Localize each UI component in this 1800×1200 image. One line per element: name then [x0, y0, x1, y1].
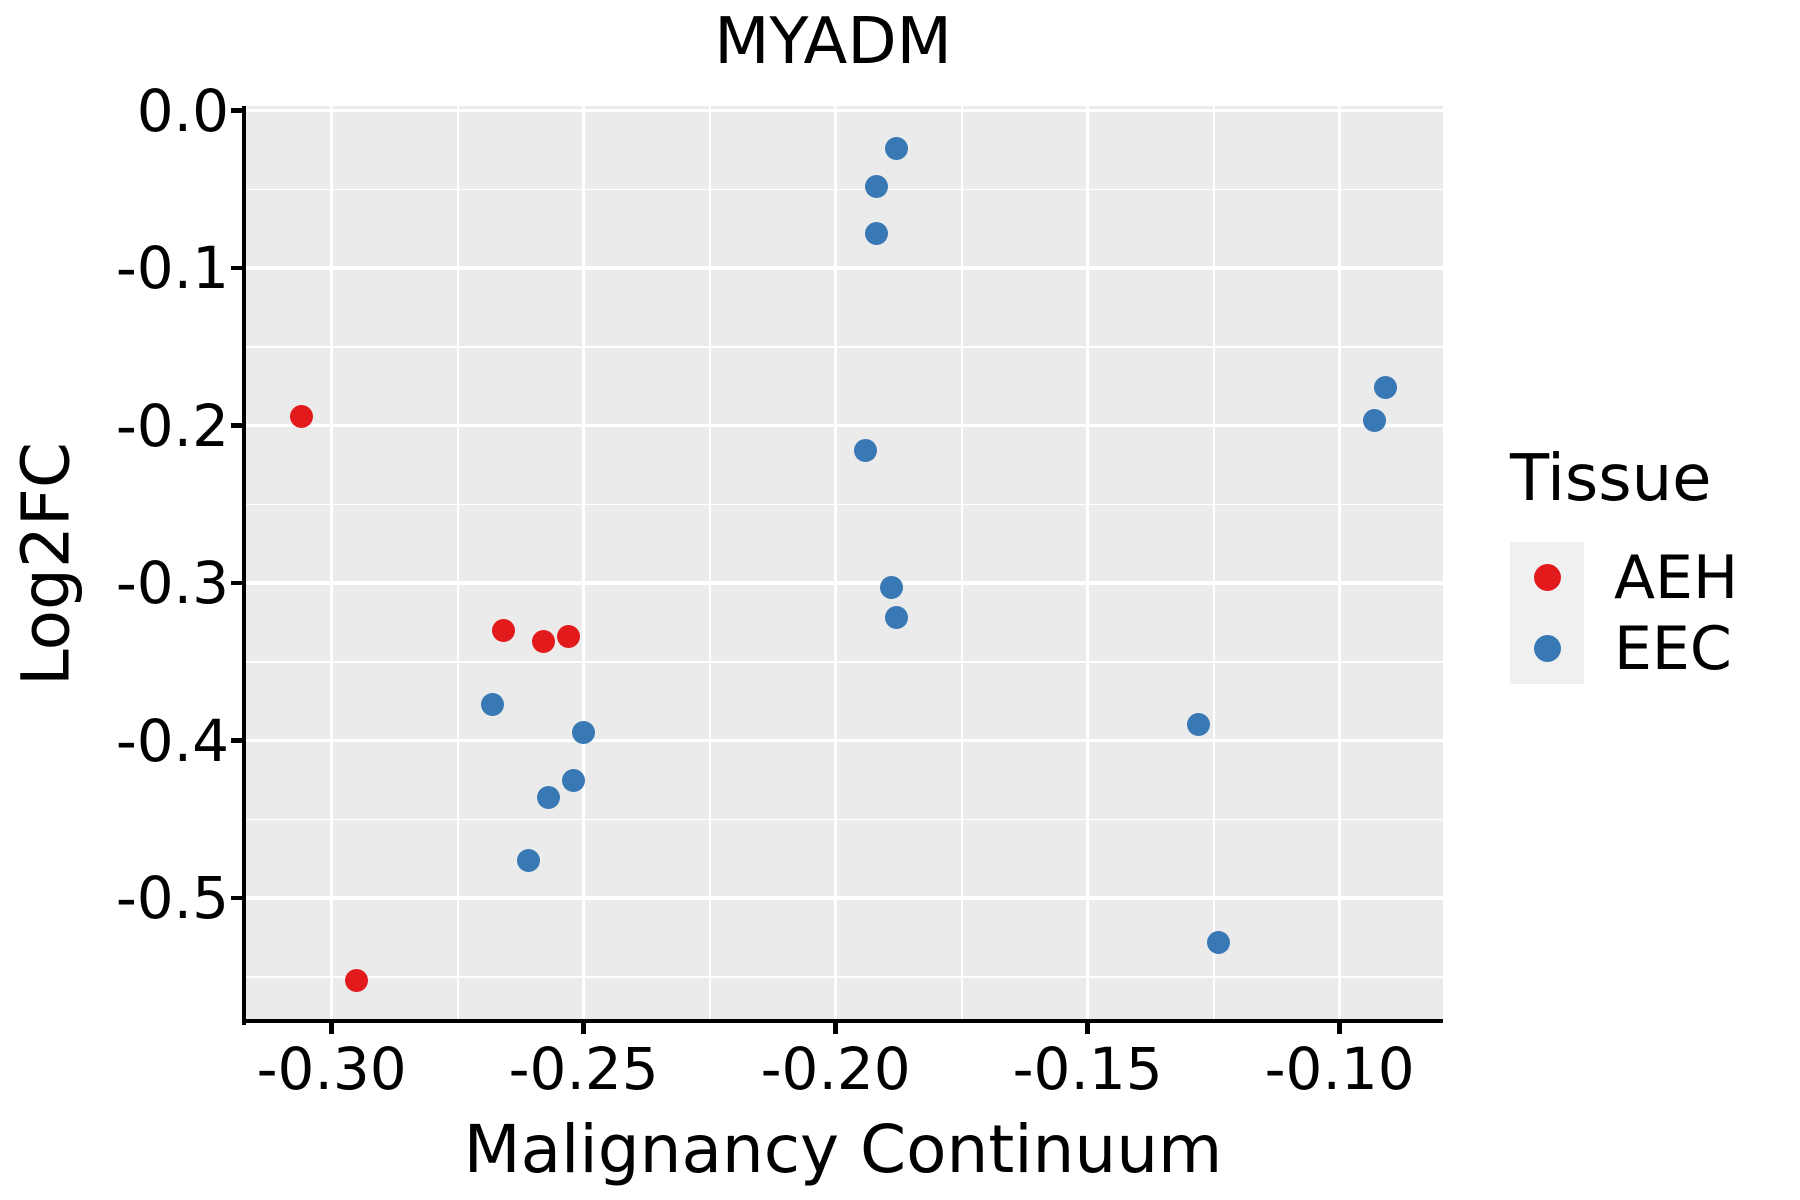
- y-minor-gridline: [246, 188, 1443, 191]
- x-major-gridline: [581, 106, 586, 1021]
- data-point-aeh: [531, 629, 555, 653]
- x-major-gridline: [833, 106, 838, 1021]
- data-point-eec: [884, 606, 908, 630]
- y-tick-mark: [231, 895, 242, 901]
- data-point-eec: [481, 692, 505, 716]
- x-tick-label: -0.30: [256, 1035, 407, 1103]
- legend-label: EEC: [1614, 613, 1732, 684]
- legend-item-aeh: AEH: [1510, 542, 1738, 613]
- y-tick-label: -0.3: [115, 549, 229, 618]
- legend-title: Tissue: [1510, 442, 1712, 516]
- data-point-aeh: [345, 968, 369, 992]
- x-tick-label: -0.10: [1264, 1035, 1415, 1103]
- legend-item-eec: EEC: [1510, 613, 1738, 684]
- x-axis-title: Malignancy Continuum: [463, 1111, 1223, 1188]
- y-minor-gridline: [246, 503, 1443, 506]
- data-point-eec: [884, 137, 908, 161]
- x-major-gridline: [329, 106, 334, 1021]
- x-tick-mark: [329, 1023, 334, 1034]
- y-minor-gridline: [246, 661, 1443, 663]
- y-major-gridline: [246, 108, 1443, 113]
- y-major-gridline: [246, 423, 1443, 428]
- legend-label: AEH: [1614, 542, 1739, 613]
- x-tick-mark: [1085, 1023, 1090, 1034]
- x-major-gridline: [1337, 106, 1342, 1021]
- data-point-eec: [1187, 713, 1211, 737]
- y-minor-gridline: [246, 818, 1443, 821]
- y-tick-mark: [231, 580, 242, 586]
- y-major-gridline: [246, 581, 1443, 585]
- y-tick-label: -0.2: [115, 391, 229, 460]
- data-point-aeh: [289, 404, 313, 428]
- data-point-eec: [536, 785, 560, 809]
- y-tick-label: -0.1: [115, 234, 229, 303]
- x-tick-mark: [1337, 1023, 1342, 1034]
- x-minor-gridline: [456, 106, 459, 1021]
- x-major-gridline: [1085, 106, 1090, 1021]
- x-minor-gridline: [960, 106, 963, 1021]
- data-point-eec: [562, 768, 586, 792]
- data-point-eec: [1373, 376, 1397, 400]
- legend-dot-eec: [1533, 635, 1561, 662]
- x-minor-gridline: [708, 106, 711, 1021]
- y-major-gridline: [246, 738, 1443, 743]
- x-tick-mark: [833, 1023, 838, 1034]
- data-point-eec: [572, 721, 596, 745]
- y-major-gridline: [246, 896, 1443, 900]
- y-tick-label: 0.0: [136, 76, 229, 145]
- x-minor-gridline: [1212, 106, 1215, 1021]
- data-point-eec: [864, 174, 888, 198]
- legend-rows: AEH EEC: [1510, 542, 1738, 684]
- y-tick-label: -0.4: [115, 706, 229, 775]
- data-point-eec: [864, 222, 888, 246]
- data-point-eec: [879, 576, 903, 600]
- y-tick-mark: [231, 265, 242, 271]
- legend-key: [1510, 613, 1584, 684]
- data-point-eec: [1363, 409, 1387, 433]
- x-tick-label: -0.20: [760, 1035, 911, 1103]
- y-major-gridline: [246, 266, 1443, 270]
- y-tick-label: -0.5: [115, 864, 229, 933]
- data-point-eec: [1207, 930, 1231, 954]
- legend-key: [1510, 542, 1584, 613]
- y-tick-mark: [231, 108, 242, 113]
- legend-dot-aeh: [1533, 564, 1561, 591]
- y-axis-line: [242, 106, 246, 1025]
- legend: Tissue AEH EEC: [1510, 442, 1738, 684]
- data-point-eec: [854, 439, 878, 463]
- plot-title: MYADM: [714, 5, 952, 79]
- y-tick-mark: [231, 738, 242, 743]
- data-point-eec: [516, 848, 540, 872]
- data-point-aeh: [491, 618, 515, 642]
- y-minor-gridline: [246, 976, 1443, 978]
- data-point-aeh: [557, 625, 581, 649]
- plot-panel: [246, 106, 1443, 1021]
- x-tick-label: -0.15: [1012, 1035, 1163, 1103]
- y-axis-title: Log2FC: [7, 442, 85, 686]
- x-tick-label: -0.25: [508, 1035, 659, 1103]
- y-minor-gridline: [246, 346, 1443, 348]
- x-axis-line: [242, 1019, 1443, 1023]
- x-tick-mark: [581, 1023, 586, 1034]
- y-tick-mark: [231, 423, 242, 428]
